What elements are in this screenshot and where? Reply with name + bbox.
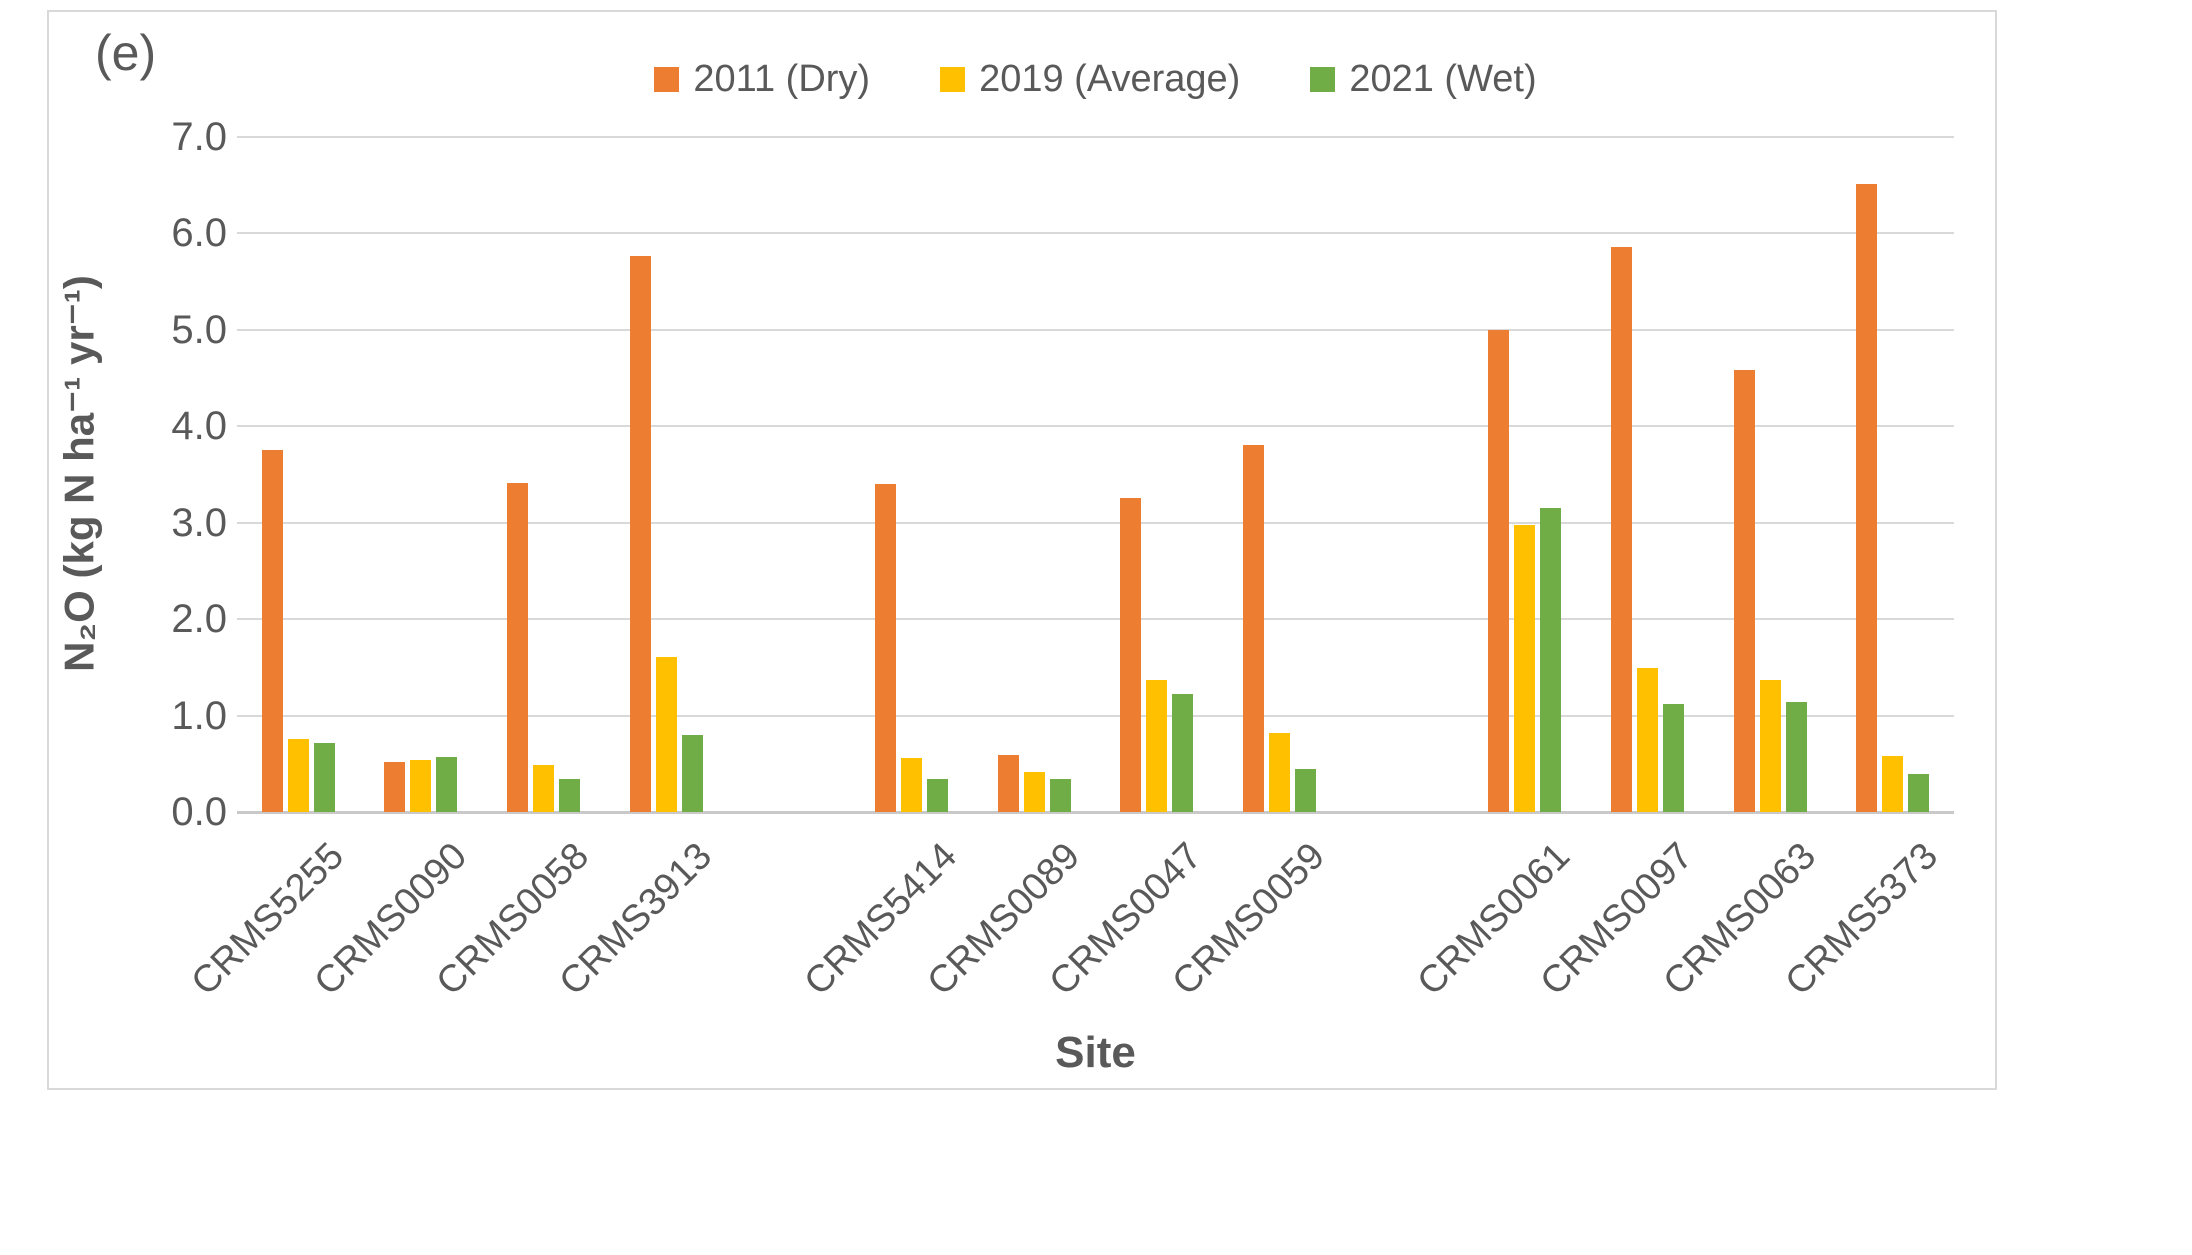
y-tick-6.0: 6.0 <box>171 211 227 256</box>
gridline-7.0 <box>237 136 1954 138</box>
bar-crms5255-2021-wet <box>314 743 335 812</box>
bar-crms0047-2011-dry <box>1120 498 1141 812</box>
gridline-1.0 <box>237 714 1954 717</box>
bar-crms0058-2011-dry <box>507 483 528 812</box>
bar-crms0089-2011-dry <box>998 755 1019 812</box>
bar-crms0097-2021-wet <box>1663 704 1684 812</box>
y-tick-5.0: 5.0 <box>171 307 227 352</box>
legend-swatch-2019-average <box>940 67 966 92</box>
bar-crms3913-2019-average <box>656 657 677 812</box>
bar-crms5414-2011-dry <box>875 484 896 812</box>
gridline-6.0 <box>237 232 1954 235</box>
gridline-4.0 <box>237 425 1954 428</box>
legend-label-2011-dry: 2011 (Dry) <box>693 58 871 100</box>
y-tick-7.0: 7.0 <box>171 115 227 159</box>
bar-crms3913-2021-wet <box>682 735 703 812</box>
gridline-5.0 <box>237 328 1954 331</box>
y-tick-4.0: 4.0 <box>171 404 227 449</box>
bar-crms5255-2019-average <box>288 739 309 812</box>
bar-crms0063-2021-wet <box>1786 702 1807 812</box>
bar-crms0061-2021-wet <box>1540 508 1561 812</box>
y-tick-3.0: 3.0 <box>171 500 227 545</box>
y-tick-1.0: 1.0 <box>171 693 227 738</box>
bar-crms0063-2019-average <box>1760 680 1781 812</box>
bar-crms5373-2019-average <box>1882 756 1903 812</box>
bar-crms0059-2019-average <box>1269 733 1290 812</box>
bar-crms0090-2021-wet <box>436 757 457 812</box>
panel-label: (e) <box>95 25 157 81</box>
legend-label-2021-wet: 2021 (Wet) <box>1349 58 1537 100</box>
gridline-3.0 <box>237 521 1954 524</box>
bar-crms0089-2019-average <box>1024 772 1045 812</box>
bar-crms5414-2021-wet <box>927 779 948 812</box>
bar-crms5373-2021-wet <box>1908 774 1929 812</box>
bar-crms0061-2019-average <box>1514 525 1535 812</box>
bar-crms0047-2021-wet <box>1172 694 1193 812</box>
bar-crms0089-2021-wet <box>1050 779 1071 812</box>
bar-crms0097-2011-dry <box>1611 247 1632 812</box>
legend-swatch-2021-wet <box>1310 67 1336 92</box>
legend-swatch-2011-dry <box>654 67 680 92</box>
legend-item-2019-average: 2019 (Average) <box>940 58 1240 101</box>
bar-crms0059-2011-dry <box>1243 445 1264 812</box>
bar-crms5255-2011-dry <box>262 450 283 812</box>
bar-crms5414-2019-average <box>901 758 922 812</box>
legend: 2011 (Dry) 2019 (Average) 2021 (Wet) <box>237 58 1954 101</box>
bar-crms0059-2021-wet <box>1295 769 1316 812</box>
figure: (e) 2011 (Dry) 2019 (Average) 2021 (Wet) N… <box>47 10 1997 1090</box>
y-tick-2.0: 2.0 <box>171 597 227 642</box>
bar-crms5373-2011-dry <box>1856 184 1877 812</box>
bar-crms0090-2019-average <box>410 760 431 812</box>
legend-item-2011-dry: 2011 (Dry) <box>654 58 870 101</box>
gridline-2.0 <box>237 618 1954 621</box>
y-tick-0.0: 0.0 <box>171 790 227 834</box>
legend-label-2019-average: 2019 (Average) <box>979 58 1241 100</box>
x-axis-title: Site <box>1055 1028 1136 1077</box>
bar-crms0097-2019-average <box>1637 668 1658 812</box>
bar-crms0058-2019-average <box>533 765 554 812</box>
bar-crms0058-2021-wet <box>559 779 580 812</box>
bar-crms3913-2011-dry <box>630 256 651 812</box>
gridline-0.0 <box>237 811 1954 814</box>
bar-crms0047-2019-average <box>1146 680 1167 812</box>
legend-item-2021-wet: 2021 (Wet) <box>1310 58 1537 101</box>
bar-crms0061-2011-dry <box>1488 330 1509 812</box>
bar-crms0090-2011-dry <box>384 762 405 812</box>
bar-crms0063-2011-dry <box>1734 370 1755 812</box>
